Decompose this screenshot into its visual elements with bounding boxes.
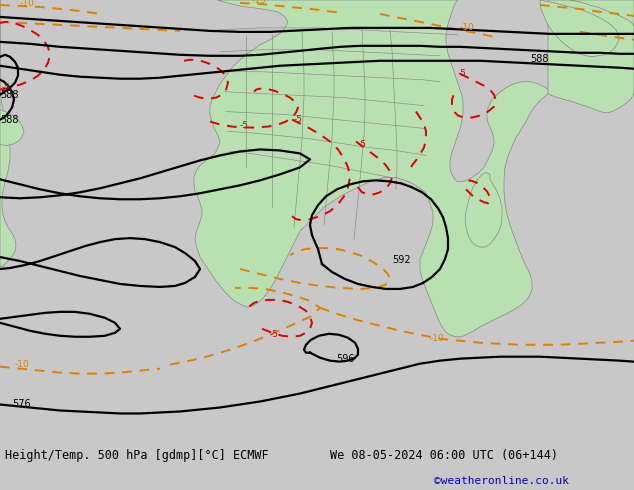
Polygon shape — [465, 172, 502, 247]
Text: -5: -5 — [270, 330, 279, 339]
Text: 592: 592 — [392, 255, 411, 265]
Polygon shape — [0, 0, 16, 267]
Polygon shape — [0, 110, 24, 146]
Polygon shape — [570, 0, 634, 26]
Text: -15: -15 — [252, 0, 267, 5]
Text: -10: -10 — [15, 360, 30, 368]
Polygon shape — [548, 0, 634, 113]
Text: ©weatheronline.co.uk: ©weatheronline.co.uk — [434, 476, 569, 486]
Text: 588: 588 — [0, 115, 18, 124]
Text: -5: -5 — [294, 115, 303, 123]
Polygon shape — [540, 0, 619, 57]
Text: -5: -5 — [2, 83, 11, 92]
Text: -10: -10 — [430, 334, 444, 343]
Text: -5: -5 — [458, 69, 467, 78]
Text: 576: 576 — [12, 398, 30, 409]
Text: -5: -5 — [240, 121, 249, 129]
Text: 588: 588 — [0, 90, 18, 99]
Polygon shape — [194, 0, 550, 337]
Text: Height/Temp. 500 hPa [gdmp][°C] ECMWF: Height/Temp. 500 hPa [gdmp][°C] ECMWF — [5, 448, 269, 462]
Text: -10: -10 — [20, 0, 35, 8]
Text: We 08-05-2024 06:00 UTC (06+144): We 08-05-2024 06:00 UTC (06+144) — [330, 448, 558, 462]
Text: 588: 588 — [530, 54, 548, 64]
Text: 596: 596 — [336, 354, 354, 364]
Text: -10: -10 — [460, 23, 475, 32]
Text: -5: -5 — [358, 141, 367, 149]
